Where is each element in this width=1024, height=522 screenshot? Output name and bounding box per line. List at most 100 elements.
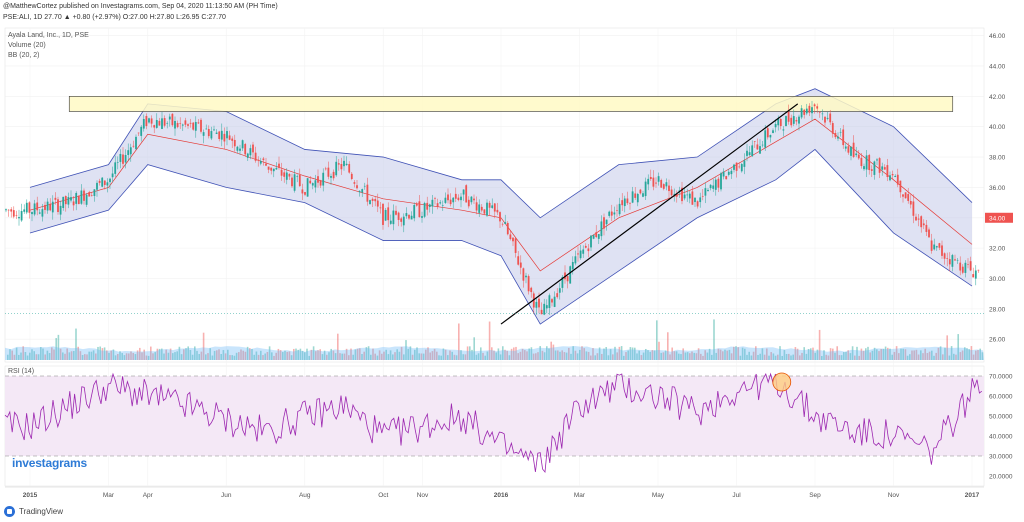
candle-body [275,167,278,170]
rsi-legend: RSI (14) [8,368,35,375]
volume-bar [288,351,291,360]
candle-body [683,194,686,199]
candle-body [574,256,577,264]
volume-bar [561,350,563,360]
candle-body [777,118,780,126]
candle-body [800,108,803,118]
candle-body [150,118,153,124]
candle-body [311,183,314,186]
volume-bar [752,351,755,360]
volume-bar [42,348,44,360]
candle-body [90,195,93,197]
candle-body [478,204,481,213]
volume-bar [865,348,867,360]
volume-bar [891,354,893,360]
rsi-line [4,372,983,473]
candle-body [561,276,564,288]
volume-bar [205,354,207,360]
volume-bar [359,348,361,360]
candle-body [668,185,670,192]
volume-bar [86,354,88,360]
candle-body [665,182,668,187]
candle-body [597,234,600,239]
price-tick-label: 28.00 [989,306,1006,313]
volume-bar [112,349,115,360]
rsi-tick-label: 70.0000 [989,374,1013,381]
candle-body [168,116,171,120]
candle-body [566,276,569,282]
volume-bar [539,346,541,360]
candle-body [137,132,140,134]
candle-body [756,144,759,150]
volume-bar [299,348,302,360]
volume-bar [975,350,977,360]
price-tick-label: 38.00 [989,155,1006,162]
footer: TradingView [4,506,63,517]
volume-bar [873,347,876,360]
candle-body [223,133,226,142]
candle-body [525,275,527,278]
volume-bar [198,354,200,360]
candle-body [462,189,465,195]
candle-body [194,121,197,131]
candle-body [470,196,473,203]
candle-body [54,197,57,200]
publisher-line: @MatthewCortez published on Investagrams… [3,3,278,10]
candle-body [974,270,977,279]
volume-bar [341,353,343,360]
volume-bar [383,351,385,360]
candle-body [402,216,405,226]
candle-body [267,166,270,170]
volume-bar [262,355,264,360]
candle-body [896,174,899,185]
volume-bar [851,346,854,360]
candle-body [85,194,88,205]
candle-body [956,259,959,261]
volume-bar [55,338,57,360]
volume-bar [482,352,484,360]
volume-bar [24,351,27,360]
candle-body [688,193,691,199]
candle-body [969,261,972,271]
volume-bar [273,355,275,360]
volume-bar [772,353,775,360]
candle-body [119,153,122,162]
volume-bar [915,349,918,360]
volume-bar [381,353,383,360]
volume-bar [403,354,405,360]
candle-body [488,202,491,208]
candle-body [681,187,683,202]
candle-body [44,204,46,210]
volume-bar [352,354,354,360]
candle-body [972,274,975,278]
candle-body [41,209,44,217]
candle-body [262,158,265,161]
volume-bar [257,354,260,360]
volume-bar [466,346,469,360]
volume-bar [77,346,79,360]
volume-bar [948,355,951,360]
volume-bar [717,348,720,360]
candle-body [592,235,595,239]
candle-body [129,147,132,155]
volume-bar [152,353,154,360]
volume-bar [165,349,167,360]
volume-bar [473,337,475,360]
candle-body [36,202,39,211]
x-tick-label: 2015 [23,492,38,499]
volume-bar [684,352,687,360]
volume-bar [906,355,909,360]
rsi-highlight-circle [772,372,792,392]
rsi-tick-label: 60.0000 [989,394,1013,401]
volume-bar [572,346,574,360]
candle-body [608,211,611,216]
candle-body [109,178,111,183]
candle-body [748,152,751,156]
volume-bar [125,353,128,360]
candle-body [278,163,280,168]
volume-bar [117,353,119,360]
volume-bar [319,349,321,360]
candle-body [142,119,145,129]
volume-bar [348,355,350,360]
